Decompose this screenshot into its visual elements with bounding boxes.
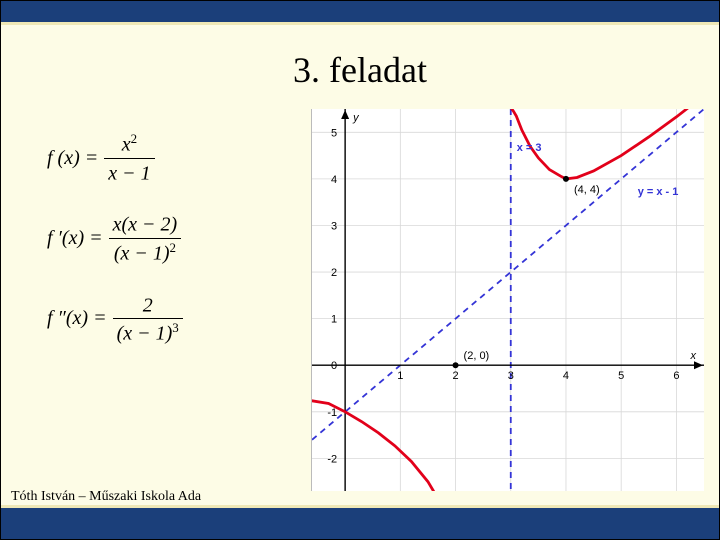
num-sup: 2 bbox=[131, 131, 138, 146]
svg-text:1: 1 bbox=[331, 314, 337, 326]
chart-svg: 123456-2-1012345xy(2, 0)(4, 4)x = 3y = x… bbox=[312, 109, 704, 491]
den-text: (x − 1) bbox=[114, 243, 170, 265]
footer-text: Tóth István – Műszaki Iskola Ada bbox=[11, 489, 201, 505]
svg-text:6: 6 bbox=[673, 370, 679, 382]
svg-text:5: 5 bbox=[618, 370, 624, 382]
fraction: x(x − 2) (x − 1)2 bbox=[109, 211, 182, 265]
formula-fp: f ′(x) = x(x − 2) (x − 1)2 bbox=[47, 211, 183, 265]
top-band bbox=[1, 1, 719, 25]
slide: 3. feladat f (x) = x2 x − 1 f ′(x) = x(x… bbox=[0, 0, 720, 540]
svg-text:4: 4 bbox=[563, 370, 569, 382]
formula-lhs: f ″(x) = bbox=[47, 307, 107, 330]
formula-lhs: f (x) = bbox=[47, 147, 98, 170]
svg-text:2: 2 bbox=[452, 370, 458, 382]
den-sup: 2 bbox=[170, 240, 177, 255]
den-text: (x − 1) bbox=[117, 323, 173, 345]
slide-title: 3. feladat bbox=[1, 49, 719, 91]
svg-text:3: 3 bbox=[331, 220, 337, 232]
num-text: x(x − 2) bbox=[113, 214, 178, 236]
bottom-band bbox=[1, 505, 719, 539]
fraction: 2 (x − 1)3 bbox=[113, 292, 183, 346]
fraction: x2 x − 1 bbox=[104, 131, 154, 185]
formula-f: f (x) = x2 x − 1 bbox=[47, 131, 183, 185]
num-text: 2 bbox=[143, 294, 153, 316]
den-sup: 3 bbox=[172, 320, 179, 335]
svg-text:4: 4 bbox=[331, 174, 337, 186]
svg-text:y = x - 1: y = x - 1 bbox=[638, 186, 679, 198]
svg-text:3: 3 bbox=[508, 370, 514, 382]
svg-text:5: 5 bbox=[331, 127, 337, 139]
formula-lhs: f ′(x) = bbox=[47, 227, 103, 250]
svg-text:2: 2 bbox=[331, 267, 337, 279]
formula-block: f (x) = x2 x − 1 f ′(x) = x(x − 2) (x − … bbox=[47, 131, 183, 372]
svg-text:(2, 0): (2, 0) bbox=[464, 350, 490, 362]
svg-text:x = 3: x = 3 bbox=[517, 142, 542, 154]
svg-text:x: x bbox=[690, 350, 697, 362]
formula-fpp: f ″(x) = 2 (x − 1)3 bbox=[47, 292, 183, 346]
den-text: x − 1 bbox=[108, 162, 150, 184]
num-text: x bbox=[122, 134, 131, 156]
chart: 123456-2-1012345xy(2, 0)(4, 4)x = 3y = x… bbox=[311, 109, 703, 491]
svg-text:1: 1 bbox=[397, 370, 403, 382]
svg-text:(4, 4): (4, 4) bbox=[574, 184, 600, 196]
svg-text:0: 0 bbox=[331, 360, 337, 372]
svg-text:-2: -2 bbox=[327, 453, 337, 465]
